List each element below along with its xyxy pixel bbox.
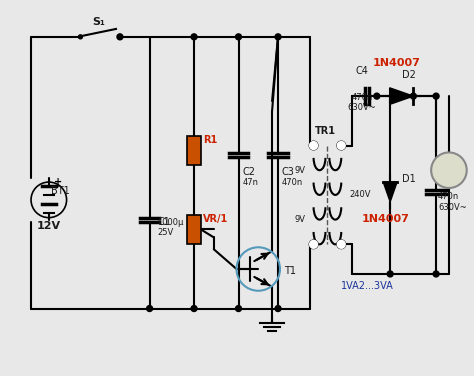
Circle shape [236, 34, 241, 40]
Text: 12V: 12V [37, 221, 61, 232]
Text: VR/1: VR/1 [203, 214, 228, 224]
FancyBboxPatch shape [187, 215, 201, 244]
Circle shape [310, 142, 318, 150]
Text: R1: R1 [203, 135, 217, 144]
Circle shape [374, 93, 380, 99]
Circle shape [275, 34, 281, 40]
Text: 240V: 240V [349, 190, 371, 199]
Text: BT1: BT1 [51, 186, 70, 196]
Circle shape [191, 306, 197, 311]
Text: 9V: 9V [295, 166, 306, 175]
Text: 1N4007: 1N4007 [361, 214, 409, 224]
Polygon shape [390, 88, 413, 105]
Text: C2: C2 [243, 167, 255, 177]
Text: C5: C5 [438, 162, 451, 172]
Text: T1: T1 [284, 266, 296, 276]
Circle shape [310, 240, 318, 248]
Text: 1N4007: 1N4007 [373, 59, 420, 68]
Circle shape [79, 35, 82, 39]
Circle shape [337, 240, 345, 248]
Text: 470n
630V~: 470n 630V~ [438, 193, 467, 212]
Circle shape [117, 34, 123, 40]
Text: D1: D1 [402, 174, 416, 184]
Circle shape [275, 306, 281, 311]
Text: TR1: TR1 [315, 126, 336, 136]
Text: +: + [54, 177, 62, 187]
Text: C4: C4 [356, 67, 368, 76]
Text: 1000μ
25V: 1000μ 25V [157, 218, 184, 237]
Polygon shape [383, 182, 397, 202]
Text: 470n: 470n [282, 178, 303, 187]
Text: C1: C1 [157, 217, 170, 227]
Text: 9V: 9V [295, 215, 306, 224]
Circle shape [431, 152, 467, 188]
Text: D2: D2 [402, 70, 416, 80]
Text: 47n: 47n [243, 178, 258, 187]
Circle shape [146, 306, 153, 311]
Text: 1VA2...3VA: 1VA2...3VA [341, 281, 394, 291]
Circle shape [236, 306, 241, 311]
Circle shape [118, 35, 122, 39]
Circle shape [433, 93, 439, 99]
Circle shape [191, 34, 197, 40]
Text: C3: C3 [282, 167, 295, 177]
FancyBboxPatch shape [187, 136, 201, 165]
Text: 470n
630V~: 470n 630V~ [347, 92, 376, 112]
Circle shape [337, 142, 345, 150]
Circle shape [410, 93, 416, 99]
Circle shape [387, 271, 393, 277]
Circle shape [433, 271, 439, 277]
Text: S₁: S₁ [92, 17, 105, 27]
